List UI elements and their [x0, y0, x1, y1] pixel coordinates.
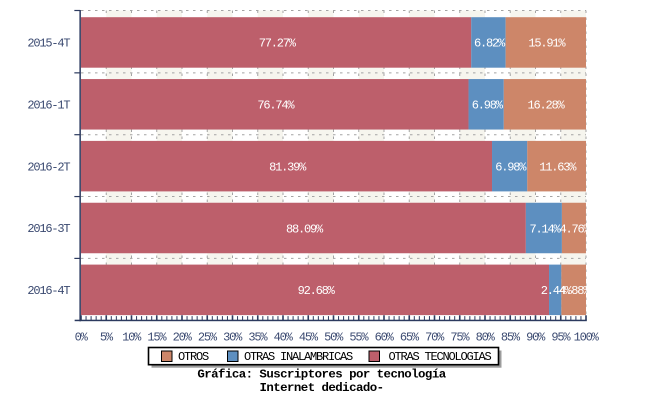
svg-text:16.28%: 16.28%: [527, 99, 565, 113]
svg-text:45%: 45%: [299, 331, 319, 345]
svg-text:2016-2T: 2016-2T: [27, 160, 70, 174]
svg-text:95%: 95%: [551, 331, 571, 345]
svg-text:15%: 15%: [147, 331, 167, 345]
svg-text:10%: 10%: [122, 331, 142, 345]
svg-text:15.91%: 15.91%: [528, 37, 566, 51]
svg-text:88.09%: 88.09%: [286, 222, 324, 236]
svg-text:0%: 0%: [75, 331, 89, 345]
svg-text:55%: 55%: [349, 331, 369, 345]
svg-text:OTRAS INALAMBRICAS: OTRAS INALAMBRICAS: [244, 350, 353, 364]
svg-text:92.68%: 92.68%: [298, 284, 336, 298]
svg-text:40%: 40%: [274, 331, 294, 345]
svg-text:7.14%: 7.14%: [529, 222, 561, 236]
svg-text:100%: 100%: [574, 331, 600, 345]
svg-text:2016-1T: 2016-1T: [27, 98, 70, 112]
svg-text:Internet dedicado-: Internet dedicado-: [259, 381, 383, 395]
svg-text:85%: 85%: [501, 331, 521, 345]
svg-text:77.27%: 77.27%: [259, 37, 297, 51]
svg-text:90%: 90%: [526, 331, 546, 345]
svg-text:5%: 5%: [100, 331, 114, 345]
svg-text:20%: 20%: [173, 331, 193, 345]
svg-text:76.74%: 76.74%: [257, 99, 295, 113]
svg-text:81.39%: 81.39%: [269, 160, 307, 174]
svg-text:Gráfica: Suscriptores por tecn: Gráfica: Suscriptores por tecnología: [197, 368, 446, 382]
svg-text:75%: 75%: [450, 331, 470, 345]
svg-text:2015-4T: 2015-4T: [27, 37, 70, 51]
svg-text:65%: 65%: [400, 331, 420, 345]
svg-text:50%: 50%: [324, 331, 344, 345]
svg-text:2016-4T: 2016-4T: [27, 284, 70, 298]
svg-text:4.88%: 4.88%: [559, 284, 591, 298]
svg-text:4.76%: 4.76%: [560, 222, 592, 236]
svg-text:11.63%: 11.63%: [539, 160, 577, 174]
svg-text:25%: 25%: [198, 331, 218, 345]
svg-text:6.98%: 6.98%: [472, 99, 504, 113]
svg-text:70%: 70%: [425, 331, 445, 345]
svg-text:OTRAS TECNOLOGIAS: OTRAS TECNOLOGIAS: [389, 350, 492, 364]
svg-text:2016-3T: 2016-3T: [27, 222, 70, 236]
svg-text:60%: 60%: [375, 331, 395, 345]
svg-text:6.98%: 6.98%: [495, 160, 527, 174]
svg-text:6.82%: 6.82%: [474, 37, 506, 51]
svg-text:OTROS: OTROS: [178, 350, 209, 364]
svg-text:80%: 80%: [476, 331, 496, 345]
svg-text:30%: 30%: [223, 331, 243, 345]
svg-text:35%: 35%: [248, 331, 268, 345]
svg-text:2.44%: 2.44%: [541, 284, 573, 298]
